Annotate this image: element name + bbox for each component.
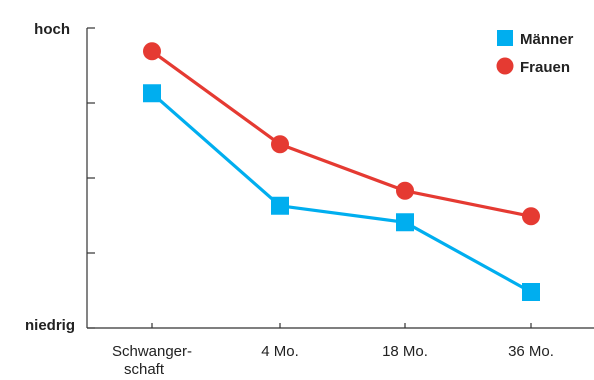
y-axis-bottom-label: niedrig <box>25 317 75 334</box>
series-frauen <box>143 42 540 226</box>
legend: Männer Frauen <box>496 30 574 76</box>
series-line <box>151 50 532 218</box>
x-tick-label-line: 36 Mo. <box>508 343 554 360</box>
x-tick-label: 4 Mo. <box>261 343 299 360</box>
legend-item-maenner: Männer <box>497 30 574 48</box>
series-layer <box>143 42 540 301</box>
data-point-square <box>396 213 414 232</box>
legend-square-marker <box>497 30 513 46</box>
x-tick-label-line: 18 Mo. <box>382 343 428 360</box>
legend-label-maenner: Männer <box>520 31 574 48</box>
legend-item-frauen: Frauen <box>496 57 570 76</box>
y-axis-top-label: hoch <box>34 21 70 38</box>
data-point-circle <box>143 42 161 61</box>
x-tick-labels: Schwanger-schaft 4 Mo. 18 Mo. 36 Mo. <box>112 343 554 378</box>
legend-circle-marker <box>496 57 514 75</box>
data-point-circle <box>271 135 289 154</box>
data-point-square <box>143 84 161 103</box>
x-tick-label: Schwanger-schaft <box>112 343 192 378</box>
x-tick-label-line: 4 Mo. <box>261 343 299 360</box>
axes <box>86 27 594 329</box>
series-maenner <box>143 84 540 301</box>
data-point-circle <box>396 181 414 200</box>
data-point-square <box>522 283 540 301</box>
legend-label-frauen: Frauen <box>520 59 570 76</box>
x-ticks <box>151 323 532 328</box>
data-point-square <box>271 196 289 215</box>
x-tick-label-line: schaft <box>124 361 165 378</box>
y-ticks <box>87 27 95 329</box>
x-tick-label: 36 Mo. <box>508 343 554 360</box>
data-point-circle <box>522 207 540 226</box>
series-line <box>150 92 532 294</box>
x-tick-label: 18 Mo. <box>382 343 428 360</box>
x-tick-label-line: Schwanger- <box>112 343 192 360</box>
